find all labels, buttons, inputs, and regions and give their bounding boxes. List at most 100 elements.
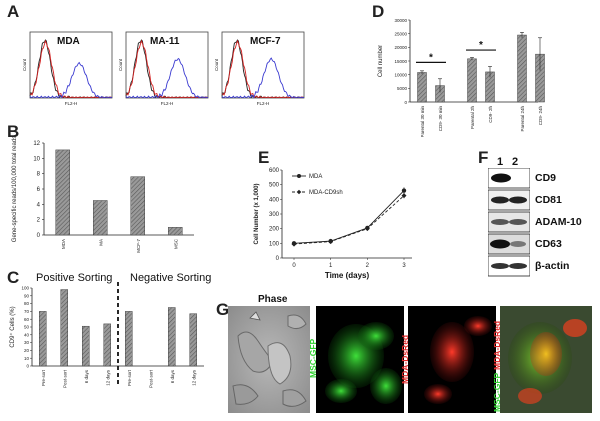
legend-marker bbox=[297, 174, 301, 178]
tick-label-x: MA bbox=[98, 239, 103, 246]
panel-c-chart: 0 10 20 30 40 50 60 70 80 90 100 CD9⁺ Cells (%) Pre-… bbox=[9, 282, 204, 388]
bar bbox=[125, 311, 133, 367]
panel-b-letter: B bbox=[7, 122, 20, 141]
histogram-curve bbox=[221, 57, 304, 99]
tick-label-y: 20000 bbox=[394, 45, 407, 50]
histogram-label-ma11: MA-11 bbox=[150, 36, 180, 47]
histogram-frame bbox=[125, 31, 209, 99]
blot-label-beta-actin: β-actin bbox=[535, 260, 570, 272]
tick-label-x: 12 days bbox=[191, 369, 196, 386]
merge-label-green: MSC-GFP bbox=[492, 372, 502, 412]
tick-label-y: 0 bbox=[26, 364, 29, 369]
tick-label-x: Pre-sort bbox=[127, 369, 132, 386]
tick-label-y: 0 bbox=[276, 256, 280, 262]
data-point bbox=[401, 193, 407, 199]
tick-label-x: 0 bbox=[292, 263, 296, 269]
merge-image bbox=[500, 306, 592, 413]
panel-c-letter: C bbox=[7, 268, 20, 287]
phase-contrast-image bbox=[228, 306, 310, 413]
axis-label-y: Cell number bbox=[378, 45, 384, 77]
histogram-ylabel: Count bbox=[214, 58, 219, 71]
histogram-frame bbox=[29, 31, 113, 99]
lane-label-2: 2 bbox=[512, 156, 519, 168]
series-line bbox=[293, 195, 405, 245]
bar bbox=[82, 325, 90, 367]
tick-label-x: CD9- 24h bbox=[538, 106, 543, 126]
tick-label-y: 30000 bbox=[394, 18, 407, 23]
axis-label-y: Cell Number (x 1,000) bbox=[254, 183, 260, 244]
legend-marker bbox=[296, 189, 302, 195]
axis-label-x: Time (days) bbox=[325, 271, 370, 280]
msc-gfp-label: MSC-GFP bbox=[308, 338, 318, 378]
tick-label-y: 90 bbox=[24, 293, 30, 298]
bar bbox=[39, 311, 47, 367]
western-blot bbox=[488, 168, 530, 277]
bar bbox=[103, 323, 111, 367]
bar bbox=[417, 72, 427, 103]
tick-label-x: 6 days bbox=[170, 369, 175, 383]
tick-label-x: 3 bbox=[402, 263, 406, 269]
panel-d-chart: 0 5000 10000 15000 20000 25000 30000 Cell numbe… bbox=[378, 18, 545, 137]
significance-star: * bbox=[479, 40, 483, 51]
tick-label-y: 30 bbox=[24, 340, 30, 345]
series-line bbox=[293, 190, 405, 244]
negative-sorting-label: Negative Sorting bbox=[130, 272, 212, 284]
tick-label-x: 6 days bbox=[84, 369, 89, 383]
tick-label-x: CD9- 2h bbox=[488, 106, 493, 123]
tick-label-x: 2 bbox=[366, 263, 370, 269]
histogram-frame bbox=[221, 31, 305, 99]
blot-label-cd81: CD81 bbox=[535, 194, 562, 206]
tick-label-x: MCF-7 bbox=[136, 239, 141, 253]
bar bbox=[168, 307, 176, 367]
tick-label-y: 50 bbox=[24, 325, 30, 330]
histogram-curve bbox=[29, 61, 112, 99]
panel-e-chart: 0 100 200 300 400 500 600 0 1 2 3 Time (days) Cell N… bbox=[254, 168, 412, 280]
phase-label: Phase bbox=[258, 294, 288, 305]
histogram-label-mda: MDA bbox=[57, 36, 80, 47]
merge-label-red: MDA-DsRed bbox=[492, 320, 502, 370]
tick-label-y: 400 bbox=[269, 197, 280, 203]
tick-label-y: 5000 bbox=[397, 86, 408, 91]
tick-label-x: MDA bbox=[61, 239, 66, 249]
data-point bbox=[401, 188, 407, 193]
tick-label-x: MSC bbox=[173, 238, 178, 249]
tick-label-y: 2 bbox=[37, 218, 41, 224]
histogram-curve bbox=[221, 39, 304, 98]
tick-label-y: 80 bbox=[24, 301, 30, 306]
tick-label-x: Parental 24h bbox=[520, 106, 525, 132]
tick-label-y: 10 bbox=[33, 156, 40, 162]
tick-label-x: Parental 30 min bbox=[420, 106, 425, 137]
tick-label-y: 10000 bbox=[394, 72, 407, 77]
blot-label-cd63: CD63 bbox=[535, 238, 562, 250]
histogram-xlabel: FL2-H bbox=[257, 101, 270, 106]
data-point bbox=[291, 241, 297, 247]
panel-e-letter: E bbox=[258, 148, 270, 167]
mda-dsred-label: MDA-DsRed bbox=[400, 334, 410, 384]
tick-label-y: 500 bbox=[269, 183, 280, 189]
legend-label: MDA-CD9sh bbox=[309, 190, 343, 196]
axis-label-y: Gene-specific reads/100,000 total reads bbox=[12, 136, 18, 242]
tick-label-y: 25000 bbox=[394, 31, 407, 36]
tick-label-y: 10 bbox=[24, 356, 30, 361]
histogram-label-mcf7: MCF-7 bbox=[250, 36, 281, 47]
panel-d-letter: D bbox=[372, 2, 385, 21]
tick-label-y: 0 bbox=[37, 233, 41, 239]
mda-dsred-image bbox=[408, 306, 496, 413]
data-point bbox=[328, 239, 334, 245]
bar bbox=[55, 149, 70, 236]
bar bbox=[60, 289, 68, 367]
tick-label-y: 8 bbox=[37, 172, 41, 178]
panel-a-histograms: Count FL2-H Count FL2-H Count FL2-H bbox=[22, 31, 305, 106]
tick-label-y: 600 bbox=[269, 168, 280, 174]
bar bbox=[467, 58, 477, 103]
histogram-xlabel: FL2-H bbox=[65, 101, 78, 106]
legend-label: MDA bbox=[309, 174, 322, 180]
tick-label-y: 12 bbox=[33, 141, 40, 147]
blot-label-cd9: CD9 bbox=[535, 172, 557, 184]
tick-label-y: 4 bbox=[37, 202, 41, 208]
bar bbox=[168, 227, 183, 236]
significance-star: * bbox=[429, 52, 433, 63]
tick-label-y: 70 bbox=[24, 309, 30, 314]
data-point bbox=[364, 226, 370, 232]
bar bbox=[517, 34, 527, 103]
